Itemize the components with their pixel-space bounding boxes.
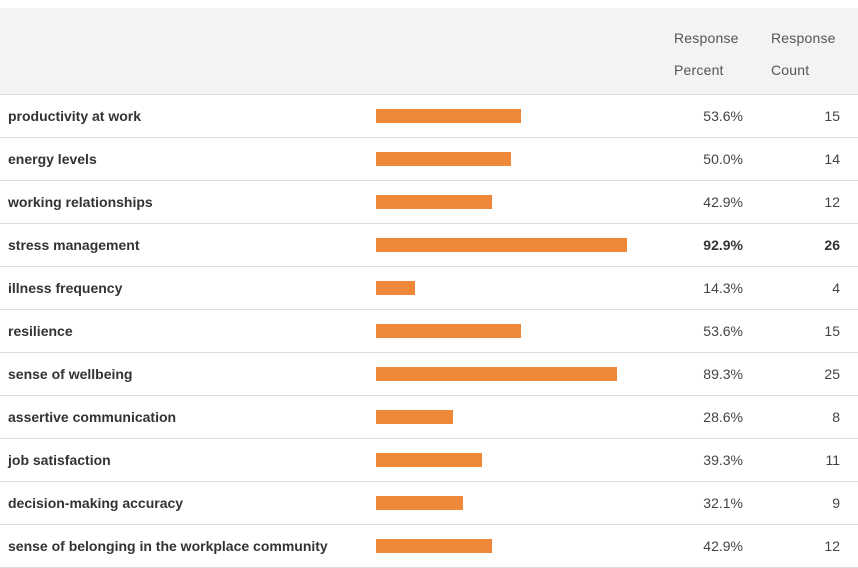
response-bar bbox=[376, 281, 415, 295]
table-row: working relationships 42.9% 12 bbox=[0, 181, 858, 224]
table-header: Response Percent Response Count bbox=[0, 8, 858, 95]
response-bar bbox=[376, 410, 453, 424]
response-percent-header-line2: Percent bbox=[674, 62, 724, 78]
row-label: sense of belonging in the workplace comm… bbox=[8, 538, 328, 554]
response-percent-value: 14.3% bbox=[703, 280, 743, 296]
response-bar bbox=[376, 152, 511, 166]
response-count-value: 12 bbox=[824, 194, 840, 210]
response-count-value: 11 bbox=[825, 452, 840, 468]
response-percent-value: 53.6% bbox=[703, 323, 743, 339]
response-percent-value: 42.9% bbox=[703, 538, 743, 554]
table-row: decision-making accuracy 32.1% 9 bbox=[0, 482, 858, 525]
response-count-value: 9 bbox=[832, 495, 840, 511]
response-percent-value: 89.3% bbox=[703, 366, 743, 382]
table-row: job satisfaction 39.3% 11 bbox=[0, 439, 858, 482]
table-row: energy levels 50.0% 14 bbox=[0, 138, 858, 181]
row-label: working relationships bbox=[8, 194, 153, 210]
response-percent-header: Response Percent bbox=[674, 22, 739, 86]
response-bar bbox=[376, 109, 521, 123]
row-label: productivity at work bbox=[8, 108, 142, 124]
response-count-value: 15 bbox=[824, 323, 840, 339]
response-percent-value: 53.6% bbox=[703, 108, 743, 124]
response-count-header: Response Count bbox=[771, 22, 836, 86]
response-count-value: 26 bbox=[824, 237, 840, 253]
response-percent-header-line1: Response bbox=[674, 30, 739, 46]
row-label: sense of wellbeing bbox=[8, 366, 133, 382]
response-percent-value: 28.6% bbox=[703, 409, 743, 425]
response-bar bbox=[376, 367, 617, 381]
response-count-value: 8 bbox=[832, 409, 840, 425]
row-label: assertive communication bbox=[8, 409, 177, 425]
response-count-value: 12 bbox=[824, 538, 840, 554]
response-percent-value: 39.3% bbox=[703, 452, 743, 468]
response-bar bbox=[376, 496, 463, 510]
table-row: resilience 53.6% 15 bbox=[0, 310, 858, 353]
row-label: illness frequency bbox=[8, 280, 123, 296]
table-row: sense of wellbeing 89.3% 25 bbox=[0, 353, 858, 396]
response-bar bbox=[376, 238, 627, 252]
row-label: energy levels bbox=[8, 151, 97, 167]
response-count-value: 14 bbox=[824, 151, 840, 167]
response-percent-value: 92.9% bbox=[703, 237, 743, 253]
table-row: stress management 92.9% 26 bbox=[0, 224, 858, 267]
response-percent-value: 42.9% bbox=[703, 194, 743, 210]
response-bar bbox=[376, 195, 492, 209]
response-bar bbox=[376, 539, 492, 553]
response-count-header-line1: Response bbox=[771, 30, 836, 46]
row-label: stress management bbox=[8, 237, 140, 253]
response-count-value: 25 bbox=[824, 366, 840, 382]
row-label: resilience bbox=[8, 323, 73, 339]
row-label: job satisfaction bbox=[8, 452, 111, 468]
table-row: illness frequency 14.3% 4 bbox=[0, 267, 858, 310]
response-percent-value: 32.1% bbox=[703, 495, 743, 511]
response-count-header-line2: Count bbox=[771, 62, 810, 78]
response-count-value: 15 bbox=[824, 108, 840, 124]
table-row: sense of belonging in the workplace comm… bbox=[0, 525, 858, 568]
table-row: productivity at work 53.6% 15 bbox=[0, 95, 858, 138]
response-bar bbox=[376, 324, 521, 338]
response-percent-value: 50.0% bbox=[703, 151, 743, 167]
response-bar bbox=[376, 453, 482, 467]
table-row: assertive communication 28.6% 8 bbox=[0, 396, 858, 439]
row-label: decision-making accuracy bbox=[8, 495, 184, 511]
response-count-value: 4 bbox=[832, 280, 840, 296]
